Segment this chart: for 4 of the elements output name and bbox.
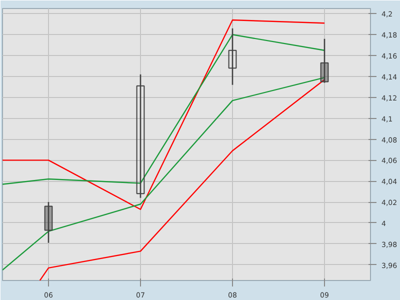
candlestick (136, 74, 145, 199)
candlestick (44, 201, 53, 244)
candlestick (228, 28, 237, 86)
candlestick (320, 38, 329, 84)
